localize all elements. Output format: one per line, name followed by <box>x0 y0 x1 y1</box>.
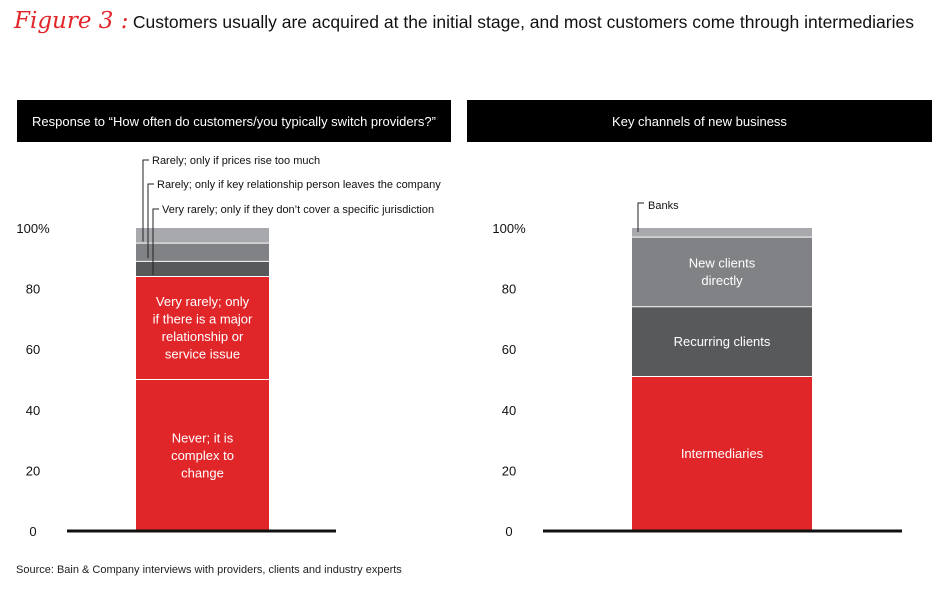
left-y-tick-label: 100% <box>16 221 50 236</box>
figure-title: Figure 3 : Customers usually are acquire… <box>14 8 944 34</box>
right-chart-title: Key channels of new business <box>467 100 932 142</box>
right-segment-label: Intermediaries <box>681 446 764 461</box>
right-y-tick-label: 0 <box>505 524 512 539</box>
left-bar-segment <box>136 228 269 244</box>
figure-title-text: Customers usually are acquired at the in… <box>132 12 914 32</box>
left-bar-segment <box>136 261 269 277</box>
right-y-tick-label: 100% <box>492 221 526 236</box>
left-y-tick-label: 0 <box>29 524 36 539</box>
right-segment-label: New clients directly <box>689 256 756 289</box>
left-bar-segment <box>136 379 269 531</box>
left-bar-segment <box>136 276 269 380</box>
right-bar-segment <box>632 228 812 238</box>
left-y-tick-label: 40 <box>26 403 40 418</box>
right-callout-leader <box>637 202 644 232</box>
right-bar-segment <box>632 376 812 531</box>
left-callout-label: Very rarely; only if they don’t cover a … <box>162 204 434 216</box>
right-y-tick-label: 20 <box>502 463 516 478</box>
right-bar-segment <box>632 237 812 307</box>
left-callout-label: Rarely; only if prices rise too much <box>152 155 320 167</box>
right-callout-label: Banks <box>648 200 679 212</box>
left-y-tick-label: 60 <box>26 342 40 357</box>
source-note: Source: Bain & Company interviews with p… <box>16 564 402 576</box>
right-bar-segment <box>632 306 812 377</box>
left-callout-label: Rarely; only if key relationship person … <box>157 179 441 191</box>
left-y-tick-label: 80 <box>26 282 40 297</box>
right-y-tick-label: 40 <box>502 403 516 418</box>
left-chart-title: Response to “How often do customers/you … <box>17 100 451 142</box>
right-y-tick-label: 80 <box>502 282 516 297</box>
right-segment-label: Recurring clients <box>674 334 771 349</box>
left-segment-label: Never; it is complex to change <box>171 430 234 480</box>
left-callout-leader <box>152 208 159 275</box>
left-y-tick-label: 20 <box>26 463 40 478</box>
left-segment-label: Very rarely; only if there is a major rela… <box>153 294 253 362</box>
left-bar-segment <box>136 243 269 262</box>
left-callout-leader <box>142 159 149 242</box>
left-callout-leader <box>147 183 154 259</box>
right-y-tick-label: 60 <box>502 342 516 357</box>
figure-label: Figure 3 : <box>14 8 129 34</box>
